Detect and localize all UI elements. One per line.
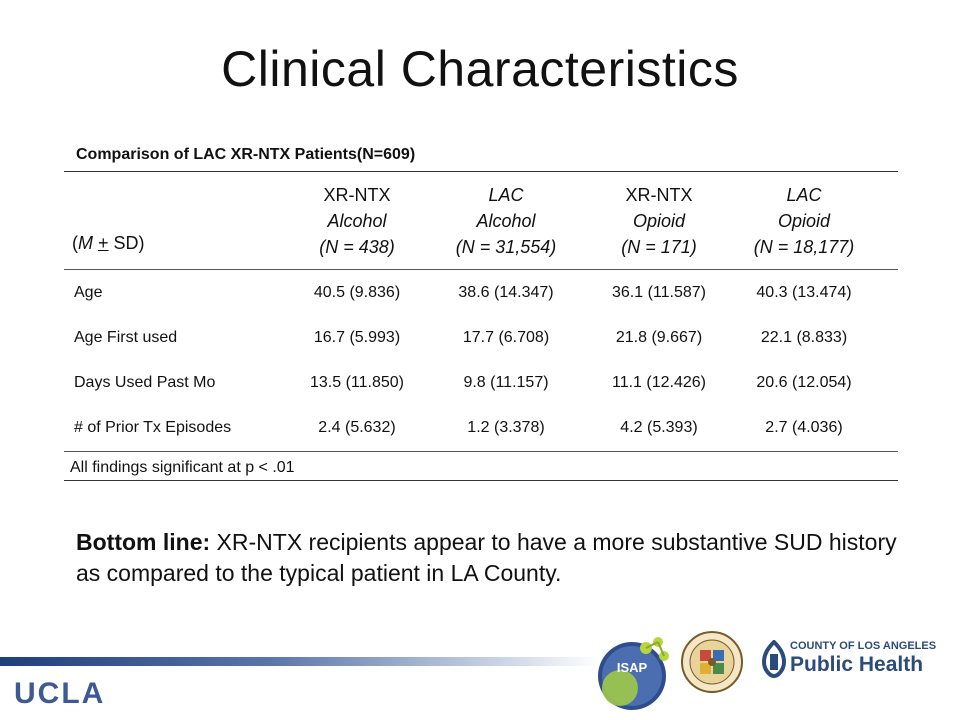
cell: 16.7 (5.993) — [313, 329, 401, 346]
cell: 2.4 (5.632) — [318, 419, 396, 436]
col-header-line: LAC — [488, 185, 524, 205]
col-header-line: XR-NTX — [625, 185, 693, 205]
bottom-line: Bottom line: XR-NTX recipients appear to… — [76, 527, 916, 589]
public-health-icon — [761, 640, 787, 678]
cell: 38.6 (14.347) — [458, 284, 554, 301]
column-header-xrntx-alcohol: XR-NTX Alcohol (N = 438) — [282, 182, 432, 260]
cell: 21.8 (9.667) — [615, 329, 703, 346]
row-label: # of Prior Tx Episodes — [74, 419, 232, 436]
cell: 17.7 (6.708) — [462, 329, 550, 346]
ucla-logo: UCLA — [14, 677, 106, 710]
cell: 13.5 (11.850) — [310, 374, 404, 391]
col-header-line: XR-NTX — [323, 185, 391, 205]
cell: 9.8 (11.157) — [463, 374, 549, 391]
table-row: Days Used Past Mo 13.5 (11.850) 9.8 (11.… — [0, 374, 960, 398]
bottom-line-lead: Bottom line: — [76, 529, 211, 555]
col-header-line: (N = 18,177) — [753, 237, 855, 257]
table-bottom-rule — [64, 480, 898, 481]
stat-label-m: M — [78, 233, 93, 253]
isap-logo: ISAP — [598, 637, 669, 710]
county-seal — [681, 631, 743, 693]
table-caption: Comparison of LAC XR-NTX Patients(N=609) — [76, 146, 416, 163]
cell: 2.7 (4.036) — [765, 419, 843, 436]
cell: 40.3 (13.474) — [756, 284, 852, 301]
public-health-name: Public Health — [790, 653, 924, 676]
stat-label: (M + SD) — [72, 233, 145, 254]
table-row: Age 40.5 (9.836) 38.6 (14.347) 36.1 (11.… — [0, 284, 960, 308]
cell: 4.2 (5.393) — [620, 419, 698, 436]
public-health-county: COUNTY OF LOS ANGELES — [790, 640, 937, 652]
stat-label-sd: SD) — [108, 233, 145, 253]
col-header-line: (N = 171) — [621, 237, 697, 257]
cell: 1.2 (3.378) — [467, 419, 545, 436]
col-header-line: (N = 31,554) — [455, 237, 557, 257]
table-row: Age First used 16.7 (5.993) 17.7 (6.708)… — [0, 329, 960, 353]
table-header-rule — [64, 269, 898, 270]
column-header-lac-opioid: LAC Opioid (N = 18,177) — [729, 182, 879, 260]
public-health-logo: COUNTY OF LOS ANGELES Public Health — [760, 640, 936, 680]
table-body-rule — [64, 451, 898, 452]
col-header-line: LAC — [786, 185, 822, 205]
table-top-rule — [64, 171, 898, 172]
col-header-line: Alcohol — [476, 211, 536, 231]
col-header-line: Opioid — [777, 211, 831, 231]
col-header-line: Alcohol — [327, 211, 387, 231]
stat-label-open: ( — [72, 233, 78, 253]
col-header-line: Opioid — [632, 211, 686, 231]
cell: 20.6 (12.054) — [756, 374, 852, 391]
footnote: All findings significant at p < .01 — [70, 459, 295, 476]
bottom-line-text: XR-NTX recipients appear to have a more … — [76, 529, 897, 586]
row-label: Age — [74, 284, 103, 301]
column-header-xrntx-opioid: XR-NTX Opioid (N = 171) — [584, 182, 734, 260]
column-header-lac-alcohol: LAC Alcohol (N = 31,554) — [431, 182, 581, 260]
cell: 36.1 (11.587) — [612, 284, 706, 301]
decorative-bar — [0, 657, 600, 666]
slide-title: Clinical Characteristics — [221, 41, 739, 97]
col-header-line: (N = 438) — [319, 237, 395, 257]
stat-label-plus: + — [98, 233, 109, 253]
table-row: # of Prior Tx Episodes 2.4 (5.632) 1.2 (… — [0, 419, 960, 443]
row-label: Days Used Past Mo — [74, 374, 216, 391]
row-label: Age First used — [74, 329, 178, 346]
cell: 22.1 (8.833) — [760, 329, 848, 346]
cell: 11.1 (12.426) — [612, 374, 706, 391]
cell: 40.5 (9.836) — [313, 284, 401, 301]
isap-logo-text: ISAP — [617, 660, 648, 675]
